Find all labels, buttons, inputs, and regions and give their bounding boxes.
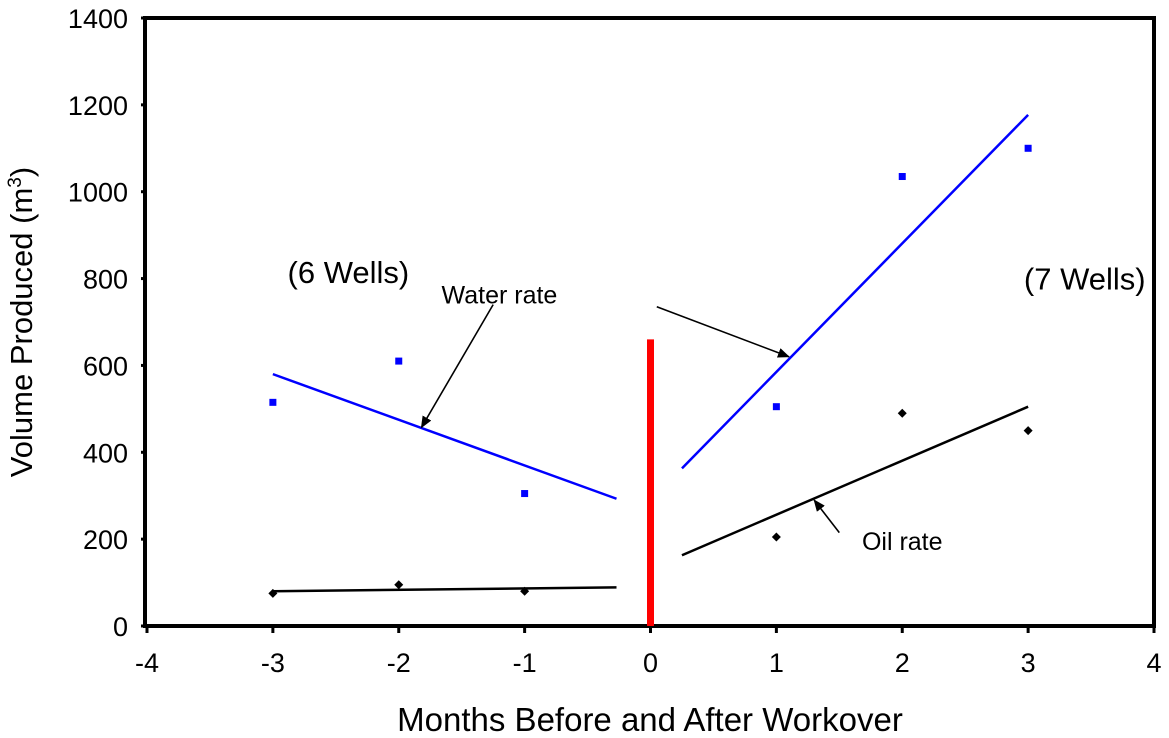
data-point: [269, 398, 277, 406]
x-tick-label: -2: [387, 648, 411, 678]
x-axis-ticks: -4 -3 -2 -1 0 1 2 3 4: [135, 626, 1162, 678]
x-tick-label: 4: [1146, 648, 1161, 678]
data-point: [898, 173, 906, 181]
right-group-label: (7 Wells): [1024, 261, 1146, 296]
y-axis-ticks: 0 200 400 600 800 1000 1200 1400: [68, 4, 147, 642]
y-axis-title-main: Volume Produced (m: [4, 188, 39, 477]
annotation-arrow: [813, 499, 840, 534]
y-tick-label: 200: [83, 525, 128, 555]
x-axis-title: Months Before and After Workover: [397, 701, 903, 738]
x-tick-label: 2: [895, 648, 910, 678]
data-point: [394, 580, 404, 590]
y-tick-label: 800: [83, 265, 128, 295]
data-point: [772, 403, 780, 411]
y-tick-label: 0: [113, 612, 128, 642]
data-point: [1023, 426, 1033, 436]
data-point: [897, 408, 907, 418]
y-tick-label: 1000: [68, 178, 128, 208]
y-tick-label: 600: [83, 351, 128, 381]
y-axis-title: Volume Produced (m3): [4, 167, 39, 477]
x-tick-label: -3: [261, 648, 285, 678]
y-tick-label: 400: [83, 438, 128, 468]
y-axis-title-superscript: 3: [5, 177, 26, 188]
x-tick-label: -4: [135, 648, 159, 678]
trendline: [681, 405, 1029, 557]
y-tick-label: 1400: [68, 4, 128, 34]
left-group-label: (6 Wells): [288, 255, 410, 290]
water-rate-annotation: Water rate: [442, 281, 558, 309]
trendline: [681, 113, 1030, 470]
trendline: [272, 586, 617, 593]
x-tick-label: 0: [643, 648, 658, 678]
data-point: [520, 586, 530, 596]
oil-rate-annotation: Oil rate: [862, 528, 943, 556]
trendlines: [272, 113, 1030, 593]
annotation-arrows: [420, 304, 840, 534]
data-point: [395, 357, 403, 365]
y-axis-title-close: ): [4, 167, 39, 177]
data-point: [1024, 144, 1032, 152]
annotation-arrow: [656, 306, 790, 358]
trendline: [272, 372, 617, 500]
data-point: [268, 588, 278, 598]
y-tick-label: 1200: [68, 91, 128, 121]
data-point: [521, 490, 529, 498]
x-tick-label: 3: [1021, 648, 1036, 678]
x-tick-label: 1: [769, 648, 784, 678]
x-tick-label: -1: [513, 648, 537, 678]
data-points: [268, 144, 1033, 598]
annotation-arrow: [420, 304, 494, 429]
data-point: [771, 532, 781, 542]
